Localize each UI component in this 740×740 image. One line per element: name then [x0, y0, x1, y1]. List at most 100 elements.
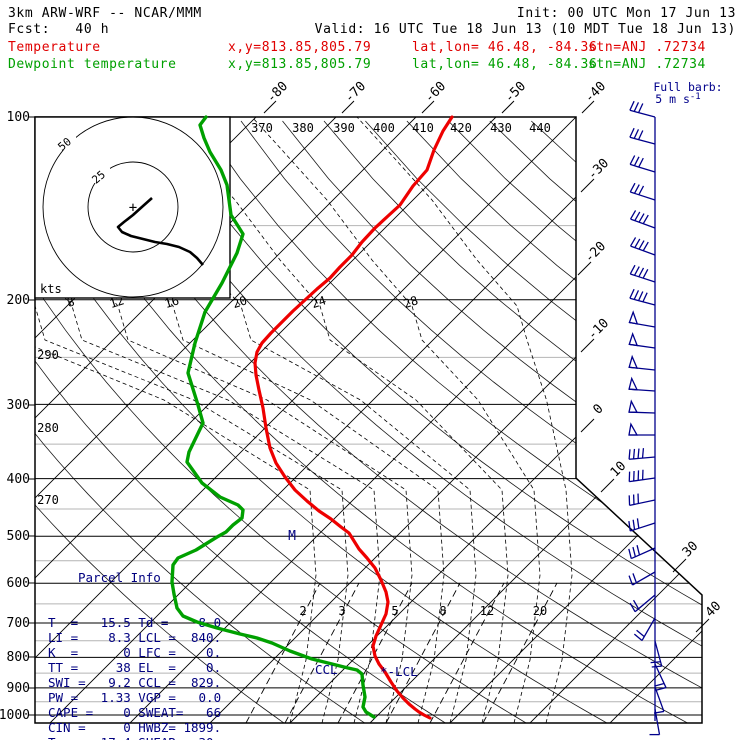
wind-barb-tick: [637, 291, 644, 301]
wind-barb-tick: [629, 288, 635, 299]
mixing-ratio-line: [385, 582, 461, 723]
lcl-label: *-LCL: [380, 664, 418, 679]
wind-barb-column: [628, 100, 667, 736]
wind-barb-stem: [629, 477, 656, 483]
theta-label-top: 440: [529, 121, 551, 135]
wind-barb-tick: [633, 290, 640, 300]
moist-adiabat-line: [35, 117, 413, 723]
pressure-tick-label: 800: [7, 650, 30, 665]
temperature-legend-label: Temperature: [8, 40, 101, 55]
temperature-station: stn=ANJ .72734: [588, 40, 706, 55]
wind-barb-tick: [642, 214, 649, 225]
wind-barb-pennant: [628, 354, 639, 369]
isotherm-label-stub: [580, 338, 595, 353]
wind-barb-tick: [629, 155, 636, 165]
wind-barb: [630, 210, 656, 229]
wind-barb-tick: [636, 545, 641, 556]
pressure-tick-label: 500: [7, 529, 30, 544]
parcel-info-title: Parcel Info: [78, 570, 161, 585]
wind-barb-tick: [633, 102, 640, 112]
wind-barb-stem: [629, 297, 656, 306]
wind-barb-tick: [637, 103, 644, 113]
wind-barb: [628, 545, 656, 560]
mixing-ratio-label: 5: [391, 604, 398, 618]
dry-adiabat-line: [116, 120, 702, 723]
hodograph-units-label: kts: [40, 282, 62, 296]
theta-label-top: 420: [450, 121, 472, 135]
temperature-curve: [253, 115, 454, 720]
valid-time: Valid: 16 UTC Tue 18 Jun 13 (10 MDT Tue …: [314, 22, 736, 37]
wind-barb-stem: [630, 522, 656, 532]
theta-label-top: 370: [251, 121, 273, 135]
pressure-tick-label: 300: [7, 398, 30, 413]
wind-barb-tick: [624, 68, 632, 74]
parcel-info-line: SWI = 9.2 CCL = 829.: [48, 675, 222, 690]
theta-label-top: 400: [373, 121, 395, 135]
wind-barb-tick: [633, 266, 640, 276]
isotherm-line: [529, 117, 702, 723]
wind-barb-stem: [654, 686, 665, 712]
wind-barb-tick: [637, 130, 644, 140]
wind-barb-tick: [628, 449, 631, 460]
wind-barb: [629, 264, 656, 283]
wind-barb-tick: [638, 157, 644, 168]
parcel-info-line: K = 0 LFC = 0.: [48, 645, 222, 660]
isotherm-label-stub: [580, 178, 595, 193]
dry-adiabat-line: [35, 120, 291, 723]
freezing-level-marker: M: [288, 529, 296, 544]
dry-adiabat-line: [199, 120, 702, 723]
wind-barb-stem: [620, 71, 640, 88]
parcel-info-line: CIN = 0 HWBZ= 1899.: [48, 720, 222, 735]
parcel-info-line: CAPE = 0 SWEAT= 66: [48, 705, 222, 720]
wind-barb-tick: [620, 65, 628, 71]
dry-adiabat-line: [35, 120, 697, 723]
wind-barb: [628, 493, 656, 507]
wind-barb-tick: [633, 184, 640, 194]
isotherm-label-stub: [421, 100, 435, 114]
dry-adiabat-line: [35, 120, 453, 723]
isotherm-line: [449, 117, 702, 723]
wind-barb-stem: [654, 663, 667, 688]
wind-barb: [628, 354, 656, 371]
moist-adiabat-line: [35, 117, 445, 723]
parcel-info-line: LI = 8.3 LCL = 840.: [48, 630, 222, 645]
wind-barb-tick: [630, 210, 637, 220]
ccl-label: CCL: [315, 662, 338, 677]
theta-label-left: 290: [37, 348, 59, 362]
wind-barb: [620, 65, 640, 88]
wind-barb-tick: [633, 129, 640, 139]
wind-barb-tick: [642, 292, 648, 303]
wind-barb-tick: [629, 264, 636, 275]
isotherm-line: [35, 117, 417, 723]
wind-barb-tick: [628, 521, 631, 532]
parcel-info-line: Tc = 17.4 SHEAR= 30.: [48, 735, 221, 740]
chart-border: [34, 116, 703, 724]
moist-adiabat-line: [251, 117, 541, 723]
dewpoint-legend-label: Dewpoint temperature: [8, 57, 177, 72]
wind-barb-tick: [629, 100, 635, 111]
wind-barb: [629, 288, 656, 306]
dry-adiabat-line: [35, 120, 616, 723]
hodograph-ring-label-bg: [58, 135, 76, 150]
wind-barb-tick: [656, 686, 667, 691]
isotherm-label-stub: [695, 618, 710, 633]
wind-barb: [629, 594, 656, 613]
wind-barb: [628, 399, 656, 414]
mixing-ratio-line: [245, 582, 321, 723]
pressure-tick-label: 600: [7, 576, 30, 591]
wind-barb-stem: [654, 708, 661, 735]
wind-barb-tick: [629, 182, 636, 193]
wind-barb-tick: [627, 71, 635, 77]
wind-barb-stem: [630, 245, 656, 256]
wind-barb: [629, 100, 656, 118]
wind-barb-stem: [654, 640, 663, 667]
hodograph-origin-cross: +: [129, 200, 137, 216]
wind-barb-tick: [632, 546, 636, 557]
wind-barb: [628, 518, 656, 532]
isotherm-line: [35, 117, 577, 723]
wind-barb-tick: [633, 156, 640, 167]
wind-barb-tick: [630, 237, 637, 247]
wind-barb-tick: [629, 602, 636, 613]
pressure-tick-label: 900: [7, 681, 30, 696]
